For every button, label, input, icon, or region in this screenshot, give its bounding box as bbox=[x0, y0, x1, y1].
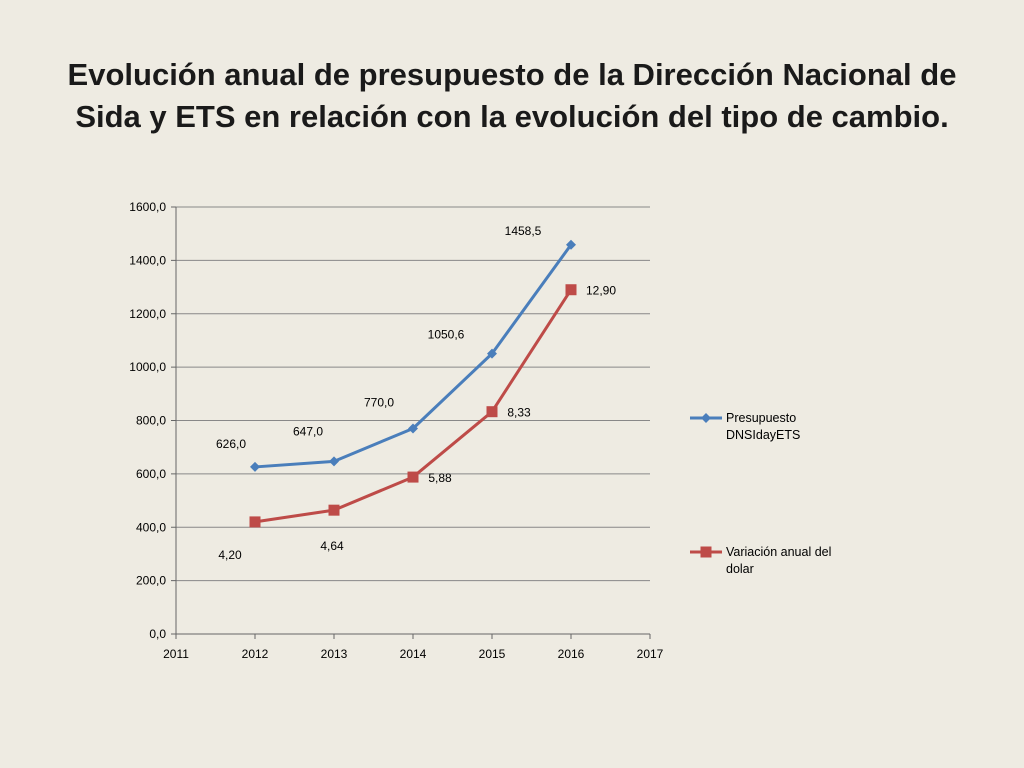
y-tick-label: 1600,0 bbox=[129, 200, 166, 214]
x-tick-label: 2013 bbox=[321, 647, 348, 661]
data-label: 12,90 bbox=[586, 284, 616, 298]
slide-title: Evolución anual de presupuesto de la Dir… bbox=[30, 54, 994, 138]
data-label: 647,0 bbox=[293, 424, 323, 438]
data-point-square bbox=[565, 284, 577, 296]
x-tick-label: 2011 bbox=[163, 647, 189, 661]
data-label: 5,88 bbox=[428, 471, 452, 485]
x-tick-label: 2015 bbox=[479, 647, 506, 661]
x-tick-label: 2012 bbox=[242, 647, 269, 661]
y-tick-label: 200,0 bbox=[136, 574, 166, 588]
y-tick-label: 400,0 bbox=[136, 520, 166, 534]
data-point-diamond bbox=[408, 423, 418, 434]
chart-legend: Presupuesto DNSIdayETS Variación anual del… bbox=[690, 411, 831, 576]
chart-series: 626,0 647,0 770,0 1050,6 1458,5 4,20 4,64 5,88 8… bbox=[216, 224, 616, 562]
legend-label: Variación anual del bbox=[726, 545, 831, 559]
y-tick-label: 800,0 bbox=[136, 414, 166, 428]
legend-item: Variación anual del dolar bbox=[690, 545, 831, 576]
data-point-diamond bbox=[329, 456, 339, 467]
chart-axes: 0,0 200,0 400,0 600,0 800,0 1000,0 1200,0 1400,… bbox=[129, 200, 663, 661]
data-point-diamond bbox=[566, 239, 576, 250]
data-label: 626,0 bbox=[216, 437, 246, 451]
data-point-diamond bbox=[487, 348, 497, 359]
data-point-diamond bbox=[250, 461, 260, 472]
series-variacion-dolar: 4,20 4,64 5,88 8,33 12,90 bbox=[218, 284, 616, 562]
data-label: 1050,6 bbox=[428, 328, 465, 342]
legend-label: DNSIdayETS bbox=[726, 428, 800, 442]
data-label: 4,20 bbox=[218, 548, 242, 562]
data-label: 1458,5 bbox=[505, 224, 542, 238]
data-point-square bbox=[328, 504, 340, 516]
data-label: 770,0 bbox=[364, 396, 394, 410]
data-point-square bbox=[407, 471, 419, 483]
y-tick-label: 600,0 bbox=[136, 467, 166, 481]
legend-marker-square bbox=[700, 546, 712, 558]
x-tick-label: 2014 bbox=[400, 647, 427, 661]
data-point-square bbox=[486, 406, 498, 418]
legend-marker-diamond bbox=[701, 413, 711, 423]
x-tick-label: 2017 bbox=[637, 647, 664, 661]
legend-item: Presupuesto DNSIdayETS bbox=[690, 411, 800, 442]
data-label: 8,33 bbox=[507, 406, 531, 420]
y-tick-label: 1400,0 bbox=[129, 253, 166, 267]
chart-gridlines bbox=[176, 206, 650, 582]
legend-label: dolar bbox=[726, 562, 754, 576]
legend-label: Presupuesto bbox=[726, 411, 796, 425]
data-label: 4,64 bbox=[320, 539, 344, 553]
slide-title-line-1: Evolución anual de presupuesto de la Dir… bbox=[67, 57, 957, 92]
x-tick-label: 2016 bbox=[558, 647, 585, 661]
data-point-square bbox=[249, 516, 261, 528]
series-presupuesto: 626,0 647,0 770,0 1050,6 1458,5 bbox=[216, 224, 576, 472]
slide-title-line-2: Sida y ETS en relación con la evolución … bbox=[75, 99, 949, 134]
y-tick-label: 1000,0 bbox=[129, 360, 166, 374]
y-tick-label: 1200,0 bbox=[129, 307, 166, 321]
y-tick-label: 0,0 bbox=[149, 627, 166, 641]
